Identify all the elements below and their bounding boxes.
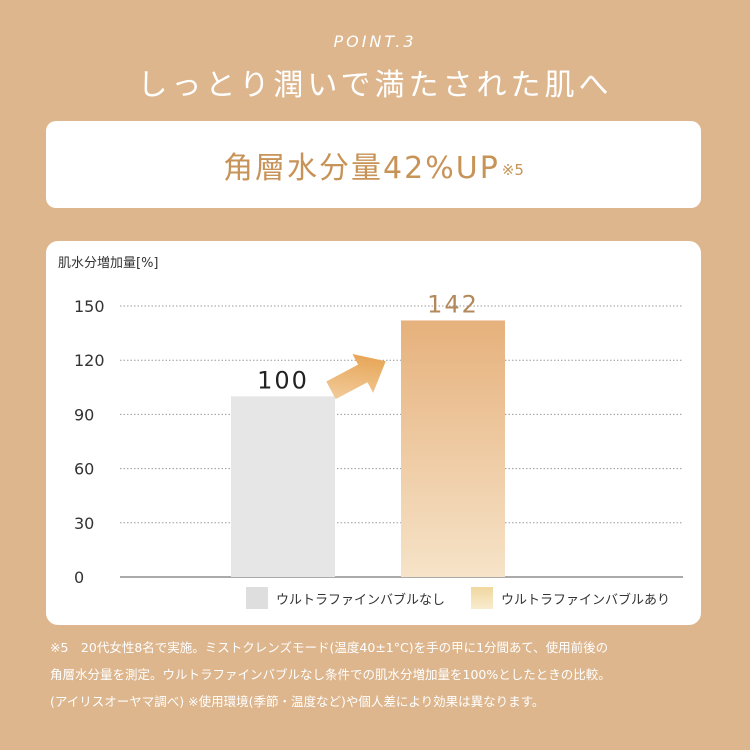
bar-value-label: 142 (427, 290, 479, 318)
highlight-text: 角層水分量42%UP (223, 150, 500, 186)
footnote: ※5 20代女性8名で実施。ミストクレンズモード(温度40±1°C)を手の甲に1… (50, 634, 730, 715)
increase-arrow-shape (326, 354, 386, 400)
y-tick-label: 30 (74, 514, 94, 533)
headline: しっとり潤いで満たされた肌へ (137, 68, 613, 103)
y-tick-label: 150 (74, 297, 105, 316)
increase-arrow (326, 354, 386, 400)
bar-2 (401, 320, 505, 577)
legend-label-1: ウルトラファインバブルなし (276, 592, 445, 608)
highlight-note: ※5 (501, 160, 524, 179)
highlight-box: 角層水分量42%UP ※5 (46, 121, 701, 208)
point-label: POINT.3 (333, 32, 417, 51)
y-tick-label: 0 (74, 568, 84, 587)
bar-chart: 肌水分増加量[%] 0 30 60 90 120 150 100 142 ウルトラファインバブルな… (58, 256, 683, 609)
y-tick-label: 120 (74, 351, 105, 370)
legend-swatch-1 (246, 587, 268, 609)
y-tick-label: 90 (74, 405, 94, 424)
bar-value-label: 100 (257, 366, 309, 394)
footnote-line-2: 角層水分量を測定。ウルトラファインバブルなし条件での肌水分増加量を100%とした… (50, 667, 611, 682)
chart-card: 肌水分増加量[%] 0 30 60 90 120 150 100 142 ウルトラファインバブルな… (46, 241, 701, 625)
y-tick-label: 60 (74, 460, 94, 479)
footnote-line-1: ※5 20代女性8名で実施。ミストクレンズモード(温度40±1°C)を手の甲に1… (50, 640, 609, 655)
legend-swatch-2 (471, 587, 493, 609)
bar-1 (231, 396, 335, 577)
legend-label-2: ウルトラファインバブルあり (501, 592, 670, 608)
y-axis-label: 肌水分増加量[%] (58, 256, 159, 271)
footnote-line-3: (アイリスオーヤマ調べ) ※使用環境(季節・温度など)や個人差により効果は異なり… (50, 694, 545, 709)
